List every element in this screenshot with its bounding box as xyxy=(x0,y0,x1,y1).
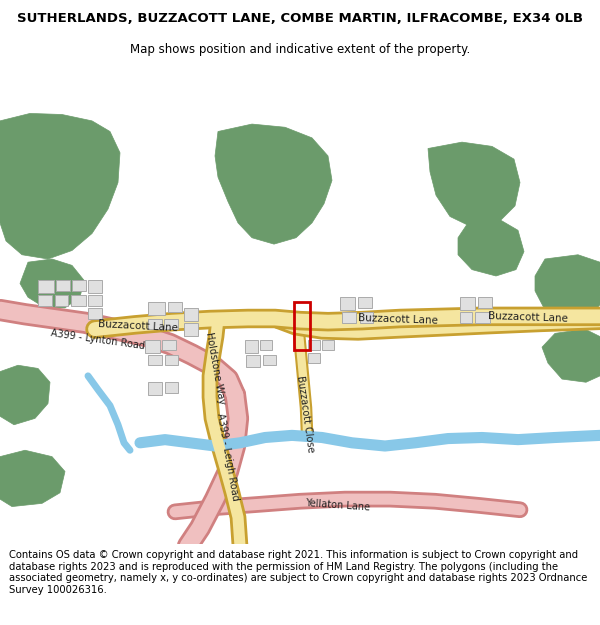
Polygon shape xyxy=(71,295,86,306)
Polygon shape xyxy=(55,295,68,306)
Text: SUTHERLANDS, BUZZACOTT LANE, COMBE MARTIN, ILFRACOMBE, EX34 0LB: SUTHERLANDS, BUZZACOTT LANE, COMBE MARTI… xyxy=(17,12,583,25)
Polygon shape xyxy=(460,298,475,310)
Polygon shape xyxy=(148,354,162,365)
Polygon shape xyxy=(56,280,70,291)
Polygon shape xyxy=(148,301,165,315)
Polygon shape xyxy=(245,340,258,352)
Polygon shape xyxy=(308,340,320,351)
Text: Buzzacott Lane: Buzzacott Lane xyxy=(358,313,438,326)
Polygon shape xyxy=(38,295,52,306)
Polygon shape xyxy=(263,354,276,365)
Polygon shape xyxy=(0,114,120,259)
Text: Buzzacott Close: Buzzacott Close xyxy=(295,375,316,453)
Polygon shape xyxy=(38,280,54,293)
Polygon shape xyxy=(0,365,50,425)
Polygon shape xyxy=(360,312,373,322)
Text: Buzzacott Lane: Buzzacott Lane xyxy=(98,319,178,333)
Text: Buzzacott Lane: Buzzacott Lane xyxy=(488,311,568,324)
Text: A399 - Leigh Road: A399 - Leigh Road xyxy=(215,412,241,501)
Polygon shape xyxy=(148,382,162,395)
Text: Contains OS data © Crown copyright and database right 2021. This information is : Contains OS data © Crown copyright and d… xyxy=(9,550,587,595)
Polygon shape xyxy=(358,298,372,308)
Polygon shape xyxy=(260,340,272,351)
Text: Yellaton Lane: Yellaton Lane xyxy=(305,498,371,512)
Text: A399 - Lynton Road: A399 - Lynton Road xyxy=(50,328,146,351)
Polygon shape xyxy=(308,352,320,363)
Polygon shape xyxy=(88,295,102,306)
Polygon shape xyxy=(428,142,520,227)
Polygon shape xyxy=(184,308,198,321)
Polygon shape xyxy=(88,280,102,293)
Text: Holdstone Way: Holdstone Way xyxy=(204,331,226,406)
Polygon shape xyxy=(475,312,490,322)
Polygon shape xyxy=(168,301,182,312)
Polygon shape xyxy=(215,124,332,244)
Polygon shape xyxy=(342,312,356,322)
Polygon shape xyxy=(148,319,162,329)
Polygon shape xyxy=(0,450,65,506)
Polygon shape xyxy=(72,280,86,291)
Polygon shape xyxy=(20,259,84,308)
Polygon shape xyxy=(542,329,600,382)
Polygon shape xyxy=(162,340,176,351)
Polygon shape xyxy=(165,354,178,365)
Polygon shape xyxy=(460,312,472,322)
Polygon shape xyxy=(478,298,492,308)
Text: Map shows position and indicative extent of the property.: Map shows position and indicative extent… xyxy=(130,42,470,56)
Polygon shape xyxy=(184,322,198,336)
Polygon shape xyxy=(145,340,160,352)
Polygon shape xyxy=(260,166,320,216)
Polygon shape xyxy=(535,255,600,321)
Polygon shape xyxy=(246,354,260,367)
Polygon shape xyxy=(164,319,178,329)
Polygon shape xyxy=(88,308,102,319)
Polygon shape xyxy=(165,382,178,393)
Polygon shape xyxy=(340,298,355,310)
Polygon shape xyxy=(322,340,334,351)
Polygon shape xyxy=(458,219,524,276)
